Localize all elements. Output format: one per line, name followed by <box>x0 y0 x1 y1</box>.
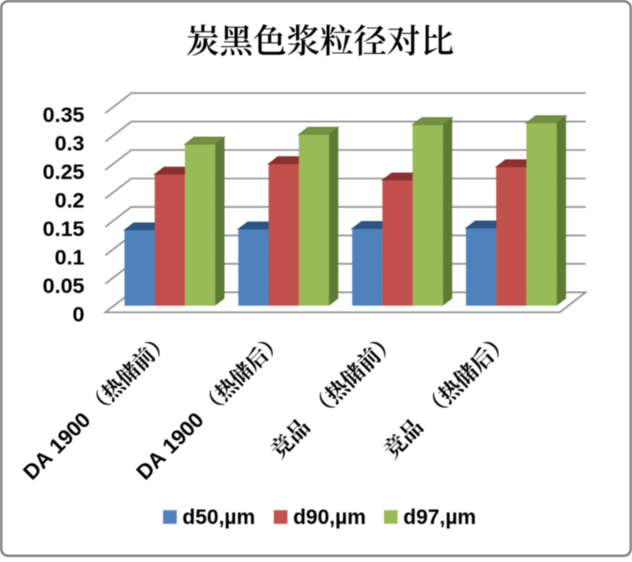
svg-text:d90,µm: d90,µm <box>293 506 366 529</box>
svg-text:0.15: 0.15 <box>43 217 85 241</box>
svg-text:0.35: 0.35 <box>43 103 85 127</box>
svg-text:0.25: 0.25 <box>43 160 85 184</box>
svg-text:0.05: 0.05 <box>43 274 85 298</box>
svg-text:0.3: 0.3 <box>55 132 85 156</box>
svg-text:0: 0 <box>73 302 85 326</box>
svg-text:d97,µm: d97,µm <box>403 506 476 529</box>
svg-text:0.2: 0.2 <box>55 189 85 213</box>
svg-text:d50,µm: d50,µm <box>182 506 255 529</box>
svg-text:0.1: 0.1 <box>55 245 85 269</box>
